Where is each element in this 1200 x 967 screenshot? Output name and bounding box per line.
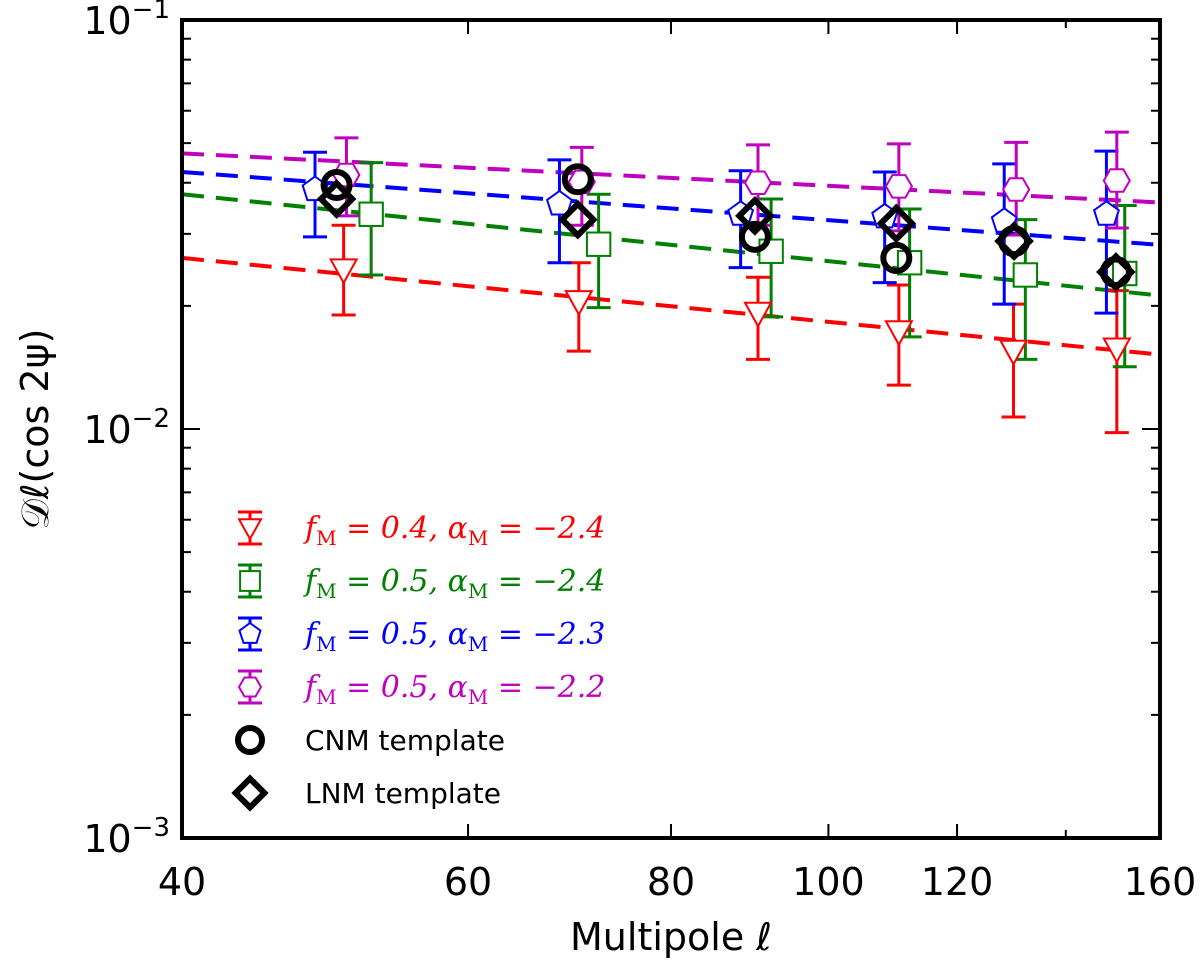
- legend-label-part: = 0.5, α: [337, 670, 468, 705]
- x-tick-label: 160: [1124, 860, 1197, 904]
- data-point: [994, 221, 1034, 261]
- legend-label: LNM template: [305, 777, 501, 810]
- data-point: [1096, 252, 1136, 292]
- data-point: [1092, 200, 1120, 226]
- legend-subscript: M: [316, 632, 336, 656]
- plot-frame: [180, 18, 1162, 840]
- data-point: [545, 189, 573, 216]
- data-point: [738, 220, 771, 253]
- y-tick-exponent: −2: [132, 404, 170, 434]
- data-point: [561, 163, 594, 196]
- x-axis-label: Multipole ℓ: [570, 915, 772, 959]
- data-point: [358, 201, 384, 227]
- x-tick-label: 100: [792, 860, 865, 904]
- y-axis-label: 𝒟ℓ(cos 2ψ): [13, 329, 57, 530]
- legend-marker: [235, 725, 265, 755]
- x-tick-label: 40: [158, 860, 206, 904]
- data-point: [1002, 177, 1031, 202]
- x-tick-label: 80: [647, 860, 695, 904]
- data-point: [880, 241, 913, 274]
- y-tick-base: 10: [83, 0, 131, 43]
- legend-label-part: = −2.4: [488, 511, 605, 546]
- data-point: [1102, 168, 1131, 193]
- data-point: [743, 301, 773, 329]
- x-tick-label: 120: [921, 860, 994, 904]
- y-tick-base: 10: [83, 817, 131, 861]
- legend-label-part: = 0.5, α: [337, 617, 468, 652]
- legend-subscript: M: [468, 685, 488, 709]
- fit-line-0: [181, 255, 1161, 357]
- legend-marker: [237, 518, 263, 542]
- legend-label: fM = 0.5, αM = −2.2: [303, 670, 605, 709]
- y-tick-label: 10−2: [83, 404, 170, 452]
- tick-labels: 10−310−210−140 60 80 100 120 160: [83, 0, 1196, 904]
- legend-subscript: M: [316, 685, 336, 709]
- y-tick-exponent: −1: [132, 0, 170, 25]
- legend-label-part: = −2.4: [488, 564, 605, 599]
- legend-label-part: = −2.3: [488, 617, 605, 652]
- legend-label-part: = 0.5, α: [337, 564, 468, 599]
- data-point: [998, 339, 1029, 367]
- data-point: [557, 199, 598, 240]
- legend-subscript: M: [316, 579, 336, 603]
- y-tick-base: 10: [83, 408, 131, 452]
- y-tick-label: 10−1: [83, 0, 170, 43]
- data-point: [328, 258, 359, 285]
- fit-line-1: [181, 192, 1161, 298]
- data-point: [316, 179, 357, 219]
- data-point: [735, 196, 775, 236]
- legend-label-part: = −2.2: [488, 670, 605, 705]
- data-point: [320, 168, 353, 201]
- data-point: [585, 231, 612, 257]
- data-point: [1102, 337, 1132, 364]
- legend-subscript: M: [468, 632, 488, 656]
- y-tick-label: 10−3: [83, 813, 170, 861]
- legend-marker: [238, 621, 262, 644]
- legend-marker: [239, 570, 261, 592]
- legend-label: CNM template: [305, 724, 505, 757]
- legend-subscript: M: [468, 526, 488, 550]
- legend-subscript: M: [468, 579, 488, 603]
- legend-label: fM = 0.5, αM = −2.4: [303, 564, 605, 603]
- legend-marker: [231, 774, 269, 812]
- data-point: [884, 320, 914, 347]
- data-point: [564, 290, 594, 317]
- legend-marker: [237, 676, 263, 698]
- fit-line-3: [181, 151, 1161, 205]
- legend: fM = 0.4, αM = −2.4 fM = 0.5, αM = −2.4 fM…: [231, 510, 605, 812]
- y-tick-exponent: −3: [132, 813, 170, 843]
- data-point: [743, 170, 773, 195]
- data-markers: [301, 162, 1138, 367]
- legend-label: fM = 0.4, αM = −2.4: [303, 511, 605, 550]
- x-tick-label: 60: [444, 860, 492, 904]
- data-point: [884, 174, 914, 199]
- legend-label-part: = 0.4, α: [337, 511, 468, 546]
- data-point: [876, 203, 917, 244]
- legend-label: fM = 0.5, αM = −2.3: [303, 617, 605, 656]
- legend-subscript: M: [316, 526, 336, 550]
- data-point: [1012, 262, 1039, 288]
